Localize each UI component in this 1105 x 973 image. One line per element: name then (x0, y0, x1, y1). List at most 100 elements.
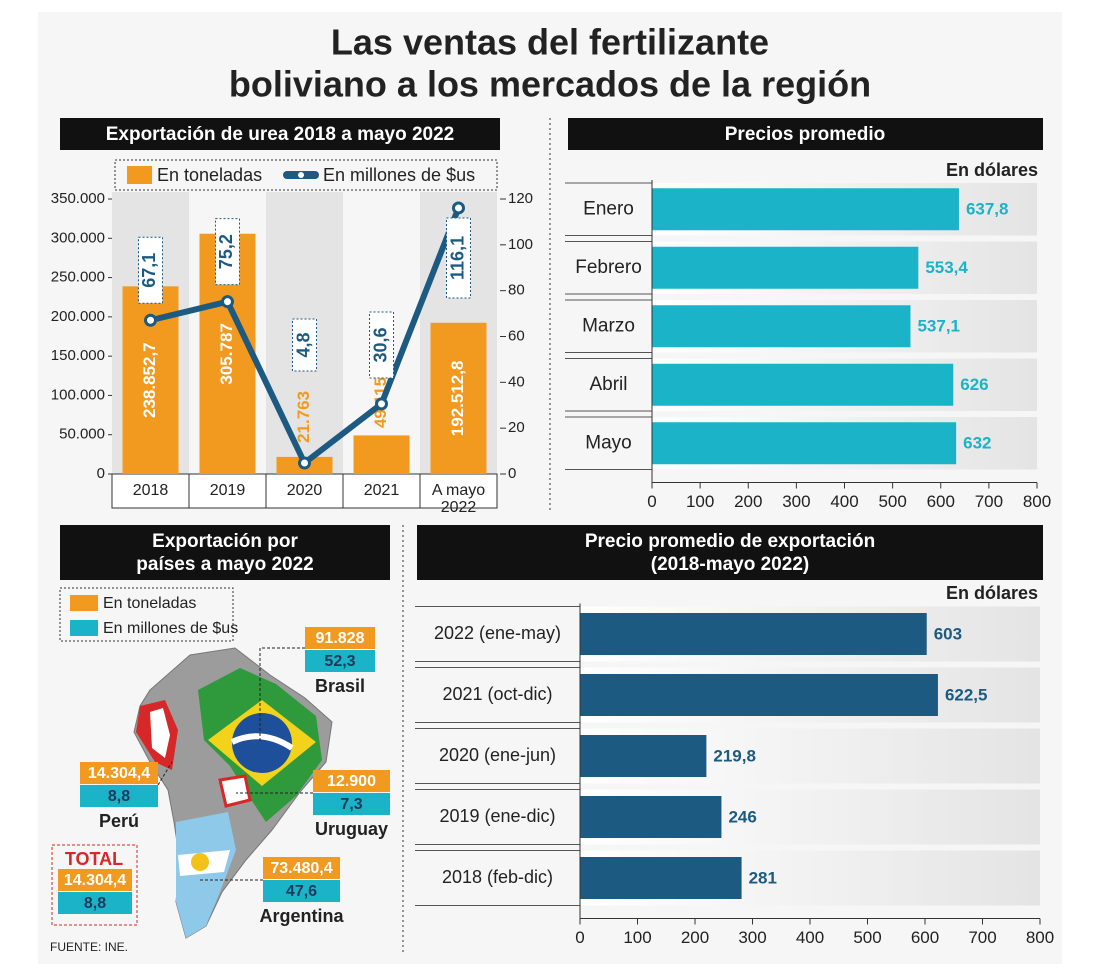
bar-value-label: 626 (960, 375, 988, 394)
x-tick-label: 800 (1026, 928, 1054, 947)
x-tick-label: 2021 (363, 482, 400, 499)
bar-value-label: 622,5 (945, 685, 988, 704)
x-tick-label: 500 (853, 928, 881, 947)
legend-label: En toneladas (157, 165, 262, 185)
category-label: 2018 (feb-dic) (442, 867, 553, 887)
bar-value-label: 637,8 (966, 200, 1009, 219)
category-label: Enero (583, 198, 634, 219)
chart-title: países a mayo 2022 (136, 554, 313, 575)
category-box (415, 728, 580, 784)
bar-value-label: 219,8 (713, 746, 756, 765)
bar (652, 363, 954, 406)
main-title: Las ventas del fertilizante (331, 22, 769, 63)
bar (580, 735, 707, 777)
bar-value-label: 192.512,8 (448, 361, 467, 437)
category-box (565, 416, 652, 470)
y-tick-label: 100.000 (51, 386, 105, 403)
total-box (51, 844, 138, 926)
category-label: Abril (589, 374, 627, 395)
chart-title: Precio promedio de exportación (585, 531, 875, 552)
chart-title: (2018-mayo 2022) (651, 554, 809, 575)
country-label: Uruguay (315, 819, 388, 839)
category-box (415, 606, 580, 662)
x-tick-label: 600 (911, 928, 939, 947)
header-bar (568, 118, 1043, 150)
bar-value-label: 246 (728, 807, 756, 826)
bar (652, 188, 959, 231)
x-tick-label: 700 (975, 492, 1003, 511)
category-box (565, 358, 652, 412)
y2-tick-label: 40 (508, 373, 525, 390)
header-bar (417, 525, 1043, 580)
leader-line (259, 647, 305, 742)
x-tick-label: A mayo 2022 (431, 482, 486, 516)
bar-value-label: 238.852,7 (140, 342, 159, 418)
legend-swatch (127, 166, 152, 184)
line-label-box (369, 311, 394, 379)
value-label: 47,6 (286, 883, 317, 900)
x-tick-label: 300 (782, 492, 810, 511)
bar-value-label: 21.763 (294, 391, 313, 443)
total-label: TOTAL (65, 849, 123, 869)
bar (580, 796, 722, 838)
source: FUENTE: INE. (50, 940, 128, 954)
bar (430, 322, 487, 474)
value-box (305, 627, 375, 649)
x-tick-label: 200 (734, 492, 762, 511)
header-bar (60, 525, 390, 580)
country-label: Brasil (315, 676, 365, 696)
value-label: 52,3 (324, 653, 355, 670)
brazil-flag (230, 733, 294, 751)
y-tick-label: 350.000 (51, 190, 105, 207)
legend-box (59, 587, 234, 642)
x-tick-label: 2020 (286, 482, 323, 499)
main-title: boliviano a los mercados de la región (229, 64, 871, 105)
y2-tick-label: 20 (508, 419, 525, 436)
bar (652, 246, 919, 289)
x-tick-label: 400 (830, 492, 858, 511)
line-value-label: 4,8 (293, 332, 313, 357)
paraguay (218, 774, 252, 808)
category-label: 2022 (ene-may) (434, 623, 561, 643)
bar (652, 422, 957, 465)
chart-title: Exportación de urea 2018 a mayo 2022 (106, 124, 455, 145)
y-tick-label: 150.000 (51, 347, 105, 364)
bar (580, 674, 938, 716)
x-axis-box (111, 473, 498, 509)
y-tick-label: 200.000 (51, 308, 105, 325)
y2-tick-label: 80 (508, 282, 525, 299)
x-tick-label: 0 (647, 492, 656, 511)
category-label: Febrero (575, 257, 642, 278)
value-label: 7,3 (340, 796, 362, 813)
value-box (80, 762, 158, 784)
value-label: 91.828 (316, 630, 365, 647)
bar (580, 857, 742, 899)
y2-tick-label: 0 (508, 465, 516, 482)
x-tick-label: 2019 (209, 482, 246, 499)
legend-box (114, 159, 498, 191)
line-value-label: 116,1 (447, 236, 467, 280)
category-label: Marzo (582, 315, 635, 336)
x-tick-label: 700 (968, 928, 996, 947)
legend-swatch (70, 595, 98, 611)
bar-value-label: 537,1 (917, 317, 960, 336)
line-value-label: 67,1 (139, 253, 159, 288)
argentina (176, 812, 236, 938)
value-label: 73.480,4 (270, 860, 332, 877)
peru (150, 708, 170, 758)
legend-label: En toneladas (103, 595, 196, 612)
x-tick-label: 100 (623, 928, 651, 947)
country-label: Argentina (259, 906, 344, 926)
y2-tick-label: 120 (508, 190, 533, 207)
category-label: 2021 (oct-dic) (442, 684, 552, 704)
category-box (565, 182, 652, 236)
chart-title: Exportación por (152, 531, 298, 552)
legend-swatch (298, 172, 304, 178)
brazil-flag (232, 713, 292, 773)
value-box (263, 880, 340, 902)
value-label: 12.900 (327, 773, 376, 790)
value-label: 8,8 (108, 788, 130, 805)
line-value-label: 30,6 (370, 327, 390, 362)
